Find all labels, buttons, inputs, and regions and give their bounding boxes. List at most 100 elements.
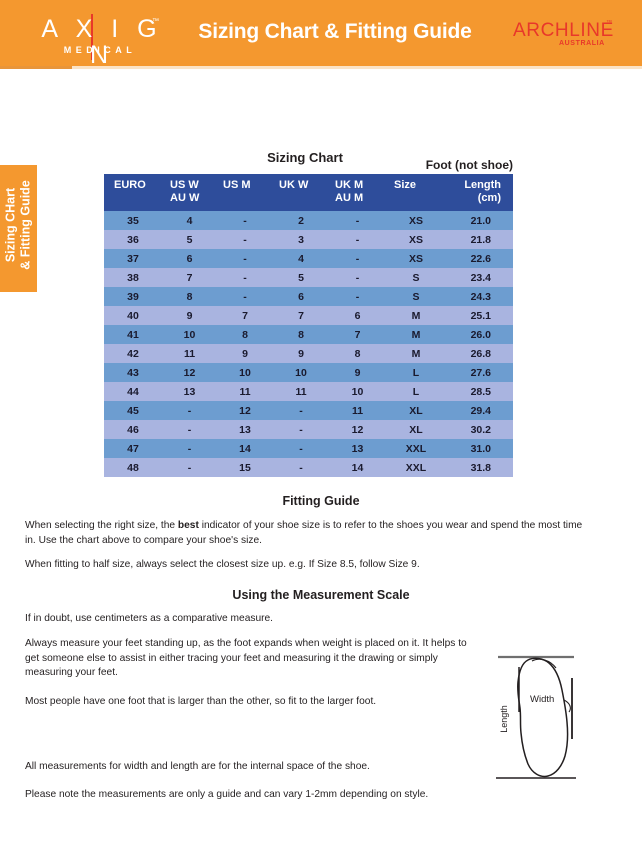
cell-size: S	[386, 268, 446, 287]
cell-euro: 41	[104, 325, 162, 344]
cell-us-m: 7	[217, 306, 273, 325]
cell-us-w: -	[162, 401, 217, 420]
cell-uk-m: 6	[329, 306, 386, 325]
column-header-size-line1: Size	[394, 179, 417, 191]
measurement-paragraph-3: Most people have one foot that is larger…	[25, 696, 377, 707]
cell-uk-w: 6	[273, 287, 329, 306]
cell-size: S	[386, 287, 446, 306]
cell-euro: 35	[104, 211, 162, 230]
cell-us-w: -	[162, 439, 217, 458]
archline-wordmark: ARCHLINE	[513, 20, 614, 41]
table-row: 48-15-14 XXL 31.8	[104, 458, 513, 477]
cell-us-m: 9	[217, 344, 273, 363]
cell-uk-w: 5	[273, 268, 329, 287]
cell-uk-w: 3	[273, 230, 329, 249]
cell-length: 21.0	[446, 211, 513, 230]
cell-uk-m: 12	[329, 420, 386, 439]
cell-us-m: -	[217, 287, 273, 306]
cell-length: 21.8	[446, 230, 513, 249]
cell-uk-m: -	[329, 268, 386, 287]
cell-uk-m: -	[329, 230, 386, 249]
measurement-paragraph-2: Always measure your feet standing up, as…	[25, 638, 467, 678]
fitting-guide-heading: Fitting Guide	[282, 494, 360, 508]
cell-uk-w: -	[273, 458, 329, 477]
cell-length: 26.0	[446, 325, 513, 344]
cell-uk-m: 7	[329, 325, 386, 344]
cell-uk-m: 14	[329, 458, 386, 477]
foot-measurement-diagram: Width Length	[492, 648, 630, 798]
column-header-euro: EURO	[104, 174, 162, 211]
page-title: Sizing Chart & Fitting Guide	[198, 20, 472, 43]
cell-uk-w: -	[273, 401, 329, 420]
table-row: 37 6-4- XS 22.6	[104, 249, 513, 268]
axign-tagline: MEDICAL	[63, 45, 137, 55]
cell-uk-w: 7	[273, 306, 329, 325]
table-row: 38 7-5- S 23.4	[104, 268, 513, 287]
cell-uk-w: -	[273, 439, 329, 458]
cell-uk-m: 8	[329, 344, 386, 363]
column-header-us-w-line2: AU W	[170, 192, 200, 204]
cell-length: 31.8	[446, 458, 513, 477]
cell-length: 28.5	[446, 382, 513, 401]
cell-us-m: 15	[217, 458, 273, 477]
cell-length: 31.0	[446, 439, 513, 458]
cell-uk-m: 13	[329, 439, 386, 458]
measurement-scale-heading: Using the Measurement Scale	[232, 588, 410, 602]
cell-us-m: 13	[217, 420, 273, 439]
cell-us-m: 11	[217, 382, 273, 401]
cell-euro: 47	[104, 439, 162, 458]
column-header-length: Length (cm)	[446, 174, 513, 211]
table-row: 39 8-6- S 24.3	[104, 287, 513, 306]
foot-length-label: Length	[499, 705, 509, 733]
cell-us-m: -	[217, 230, 273, 249]
table-row: 44 13 11 11 10 L 28.5	[104, 382, 513, 401]
cell-us-w: 13	[162, 382, 217, 401]
cell-uk-m: 9	[329, 363, 386, 382]
column-header-uk-m-line2: AU M	[335, 192, 364, 204]
cell-length: 25.1	[446, 306, 513, 325]
column-header-uk-m: UK M AU M	[329, 174, 386, 211]
cell-uk-w: 4	[273, 249, 329, 268]
cell-length: 22.6	[446, 249, 513, 268]
column-header-uk-w: UK W	[273, 174, 329, 211]
column-header-size: Size	[386, 174, 446, 211]
cell-uk-w: 2	[273, 211, 329, 230]
cell-uk-w: -	[273, 420, 329, 439]
cell-us-m: -	[217, 268, 273, 287]
table-row: 45-12-11 XL 29.4	[104, 401, 513, 420]
column-header-length-line2: (cm)	[477, 192, 501, 204]
cell-euro: 48	[104, 458, 162, 477]
archline-australia-logo: ARCHLINE ™ AUSTRALIA	[513, 20, 618, 54]
cell-size: XXL	[386, 458, 446, 477]
header-underline-accent	[0, 66, 72, 69]
cell-uk-w: 11	[273, 382, 329, 401]
cell-size: L	[386, 363, 446, 382]
column-header-length-line1: Length	[464, 179, 501, 191]
cell-length: 24.3	[446, 287, 513, 306]
cell-length: 26.8	[446, 344, 513, 363]
cell-uk-m: 10	[329, 382, 386, 401]
cell-euro: 46	[104, 420, 162, 439]
cell-uk-m: -	[329, 249, 386, 268]
cell-us-m: 12	[217, 401, 273, 420]
cell-us-w: 10	[162, 325, 217, 344]
cell-uk-w: 10	[273, 363, 329, 382]
cell-us-w: 7	[162, 268, 217, 287]
cell-us-m: -	[217, 211, 273, 230]
cell-us-w: 6	[162, 249, 217, 268]
axign-medical-logo: A X I G N ™ MEDICAL	[34, 14, 170, 68]
foot-outline-icon	[496, 655, 576, 779]
axign-wordmark: A X I G N	[41, 15, 163, 69]
fitting-guide-p1-emphasis: best	[177, 520, 199, 531]
cell-euro: 38	[104, 268, 162, 287]
header-band	[0, 0, 642, 66]
cell-uk-w: 8	[273, 325, 329, 344]
column-header-uk-w-line1: UK W	[279, 179, 309, 191]
table-row: 42 11 9 9 8 M 26.8	[104, 344, 513, 363]
column-header-us-m-line1: US M	[223, 179, 251, 191]
cell-euro: 42	[104, 344, 162, 363]
sizing-chart-heading: Sizing Chart	[267, 150, 343, 165]
cell-uk-m: -	[329, 287, 386, 306]
cell-us-w: 5	[162, 230, 217, 249]
column-header-us-w: US W AU W	[162, 174, 217, 211]
